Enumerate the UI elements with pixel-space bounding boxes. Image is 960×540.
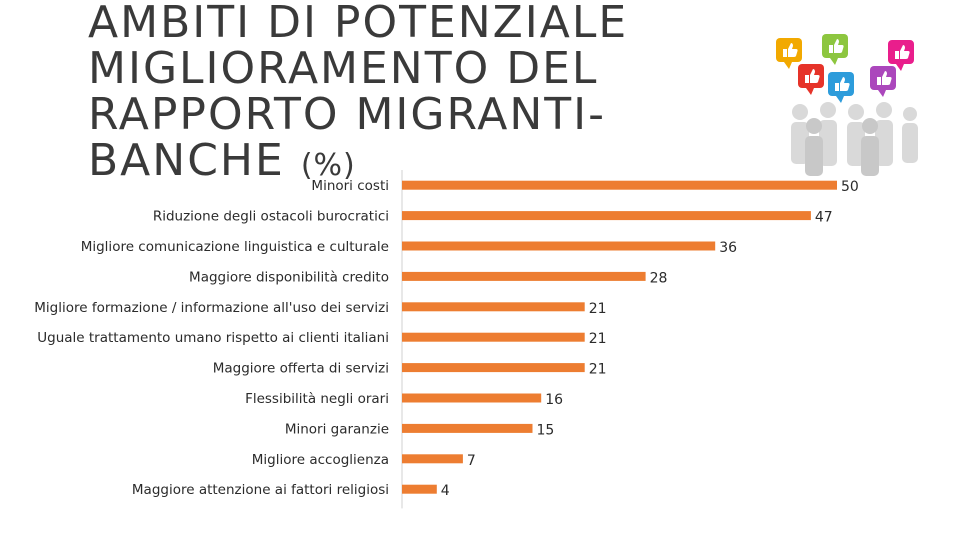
category-label: Flessibilità negli orari xyxy=(245,391,389,407)
bar xyxy=(402,393,542,403)
thumbs-up-bubble-icon xyxy=(798,64,824,95)
data-label: 16 xyxy=(545,392,563,408)
chart-title: AMBITI DI POTENZIALE MIGLIORAMENTO DEL R… xyxy=(88,0,688,189)
data-label: 47 xyxy=(815,210,833,226)
data-label: 4 xyxy=(441,483,450,499)
bar xyxy=(402,211,811,221)
category-label: Migliore formazione / informazione all'u… xyxy=(34,300,389,316)
bar xyxy=(402,454,463,464)
bar xyxy=(402,332,585,342)
category-label: Migliore accoglienza xyxy=(252,452,389,468)
chart-title-text: AMBITI DI POTENZIALE MIGLIORAMENTO DEL R… xyxy=(88,0,629,186)
data-label: 28 xyxy=(650,270,668,286)
thumbs-up-bubble-icon xyxy=(870,66,896,97)
bar xyxy=(402,241,716,251)
data-label: 21 xyxy=(589,362,607,378)
category-label: Uguale trattamento umano rispetto ai cli… xyxy=(37,330,389,346)
data-label: 21 xyxy=(589,301,607,317)
bar xyxy=(402,484,437,494)
category-label: Maggiore attenzione ai fattori religiosi xyxy=(132,482,389,498)
data-label: 15 xyxy=(537,422,555,438)
category-label: Migliore comunicazione linguistica e cul… xyxy=(81,239,389,255)
thumbs-up-people-icon xyxy=(776,34,918,176)
bar xyxy=(402,302,585,312)
people-silhouettes-icon xyxy=(791,102,918,176)
thumbs-up-bubbles xyxy=(776,34,914,103)
category-label: Minori garanzie xyxy=(285,421,389,437)
category-label: Riduzione degli ostacoli burocratici xyxy=(153,209,389,225)
category-label: Maggiore disponibilità credito xyxy=(189,269,389,285)
data-label: 21 xyxy=(589,331,607,347)
thumbs-up-bubble-icon xyxy=(888,40,914,71)
data-label: 36 xyxy=(719,240,737,256)
bar xyxy=(402,180,837,190)
bar xyxy=(402,271,646,281)
bar xyxy=(402,363,585,373)
data-label: 50 xyxy=(841,179,859,195)
category-label: Maggiore offerta di servizi xyxy=(213,361,389,377)
bar xyxy=(402,423,533,433)
thumbs-up-bubble-icon xyxy=(822,34,848,65)
category-label: Minori costi xyxy=(311,178,389,194)
thumbs-up-bubble-icon xyxy=(776,38,802,69)
data-label: 7 xyxy=(467,453,476,469)
thumbs-up-bubble-icon xyxy=(828,72,854,103)
chart-title-unit: (%) xyxy=(300,148,356,183)
